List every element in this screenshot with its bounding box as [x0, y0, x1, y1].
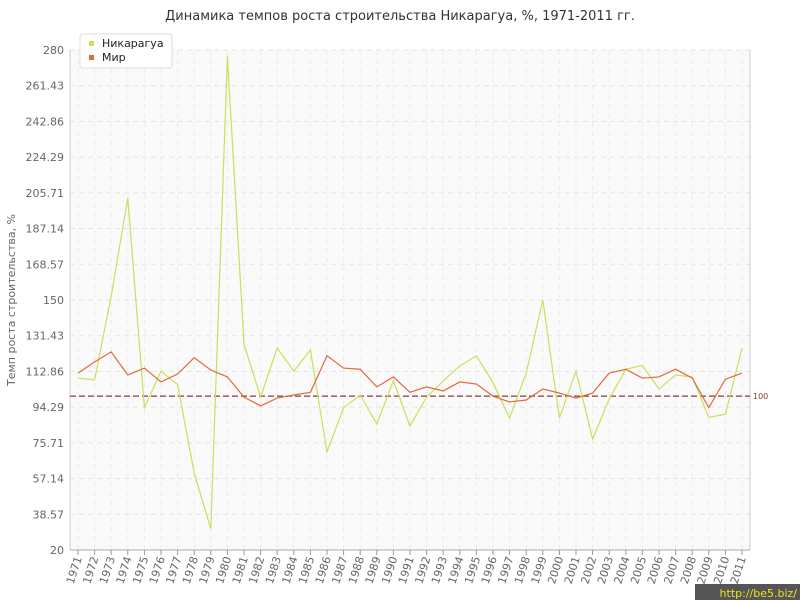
legend-box — [79, 33, 173, 69]
legend-label: Мир — [102, 51, 126, 64]
y-tick-label: 242.86 — [26, 115, 65, 128]
y-tick-label: 20 — [50, 544, 64, 557]
series-line — [77, 351, 743, 409]
series-line — [77, 55, 743, 530]
y-tick-label: 168.57 — [26, 258, 65, 271]
y-axis-label: Темп роста строительства, % — [5, 214, 18, 387]
y-tick-label: 57.14 — [33, 473, 65, 486]
y-tick-label: 112.86 — [26, 365, 65, 378]
y-tick-label: 75.71 — [33, 437, 65, 450]
legend-label: Никарагуа — [102, 37, 164, 50]
legend-swatch — [89, 41, 94, 46]
y-tick-label: 280 — [43, 44, 64, 57]
y-tick-label: 205.71 — [26, 187, 65, 200]
y-tick-label: 187.14 — [26, 223, 65, 236]
y-tick-label: 224.29 — [26, 151, 65, 164]
legend-swatch — [89, 55, 94, 60]
watermark: http://be5.biz/ — [720, 587, 798, 600]
y-tick-label: 131.43 — [26, 330, 65, 343]
y-tick-label: 150 — [43, 294, 64, 307]
y-tick-label: 38.57 — [33, 508, 65, 521]
watermark-bg — [695, 584, 800, 600]
reference-label: 100 — [753, 392, 768, 401]
chart-title: Динамика темпов роста строительства Ника… — [165, 9, 635, 24]
y-tick-label: 261.43 — [26, 80, 65, 93]
y-tick-label: 94.29 — [33, 401, 65, 414]
